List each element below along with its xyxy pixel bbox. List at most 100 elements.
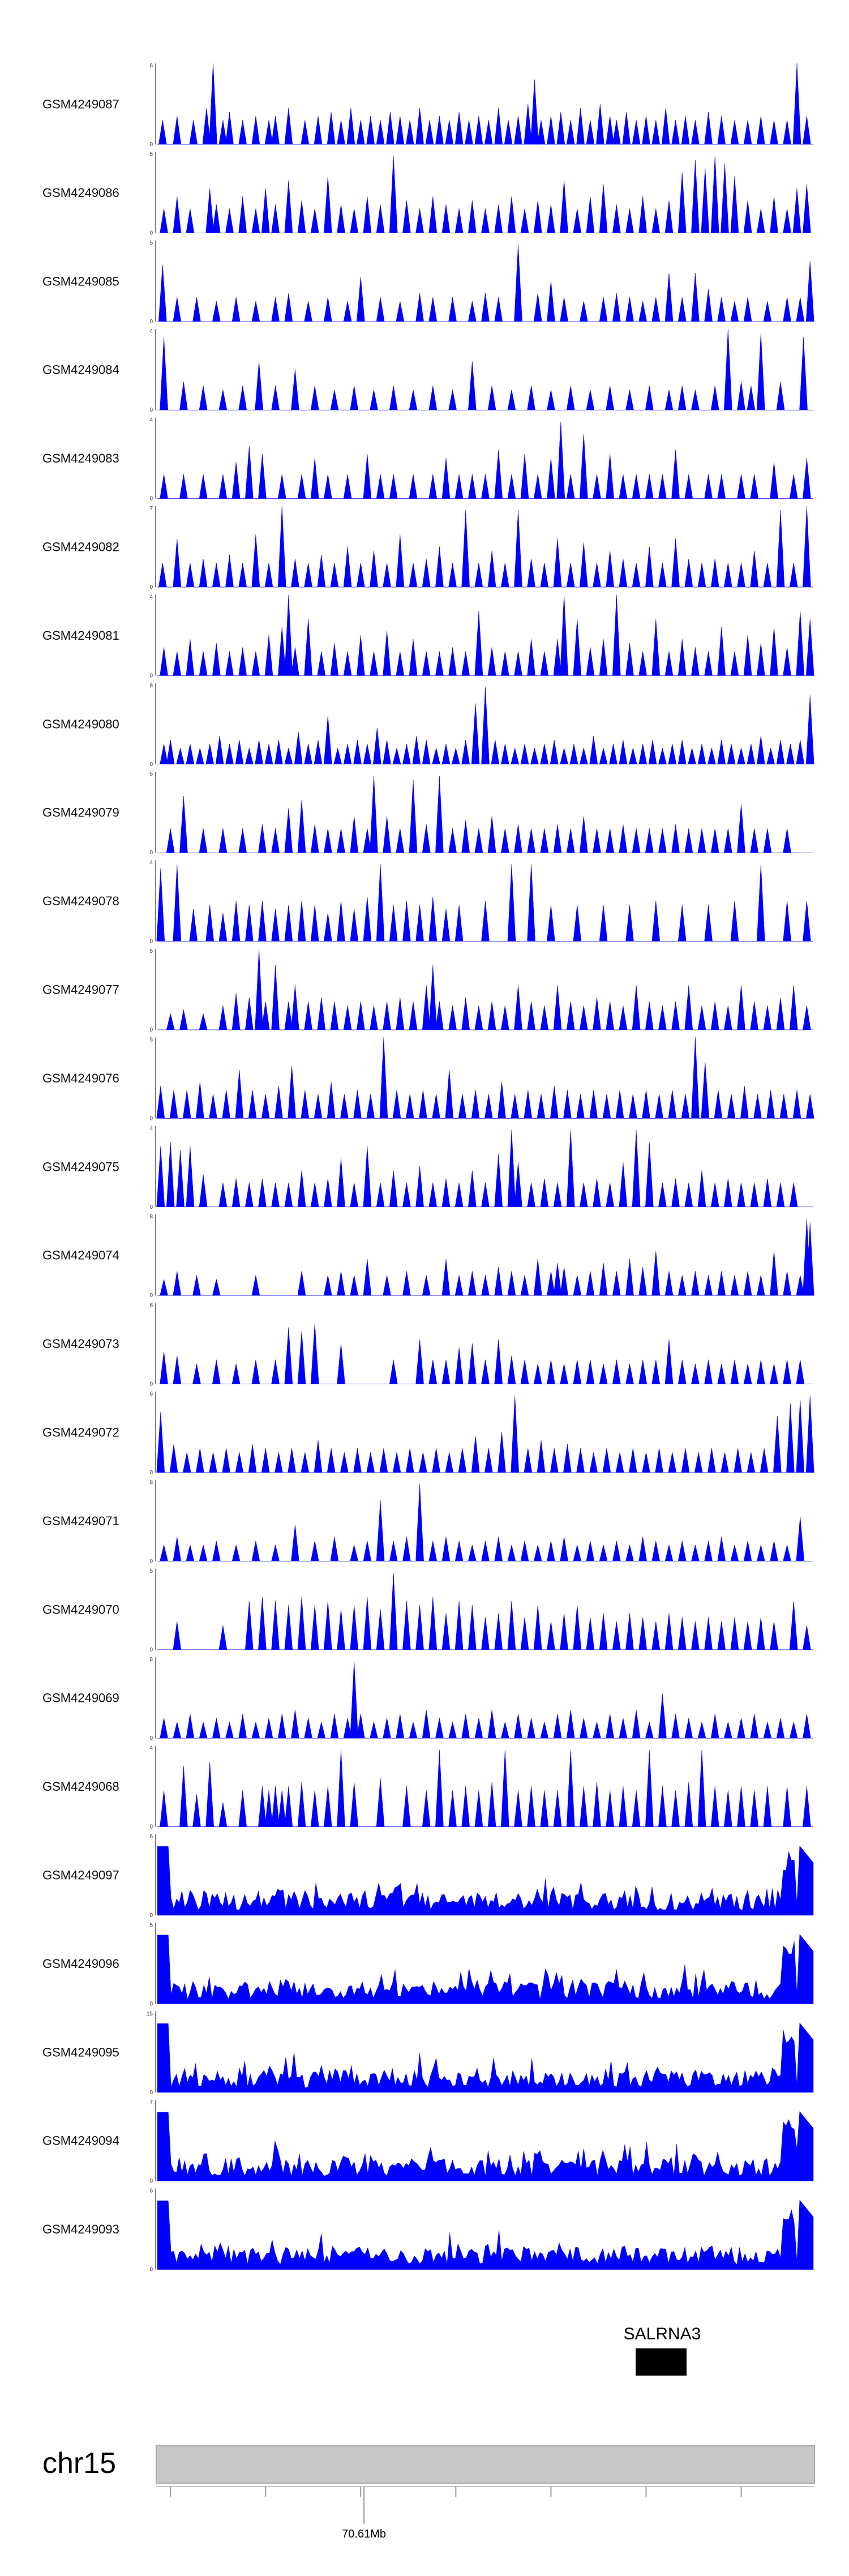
signal-GSM4249072 [156, 1396, 814, 1473]
signal-GSM4249075 [156, 1129, 813, 1208]
signal-GSM4249068 [157, 1749, 813, 1827]
y-max-label: 6 [149, 1834, 153, 1840]
y-zero-label: 0 [149, 1647, 153, 1653]
y-max-label: 7 [149, 2099, 153, 2106]
track-label-GSM4249094: GSM4249094 [42, 2134, 119, 2148]
signal-GSM4249093 [157, 2200, 814, 2270]
y-zero-label: 0 [149, 850, 153, 856]
y-zero-label: 0 [149, 1470, 153, 1476]
track-label-GSM4249085: GSM4249085 [42, 274, 119, 288]
y-zero-label: 0 [149, 1293, 153, 1299]
y-max-label: 6 [149, 63, 153, 69]
y-max-label: 15 [147, 2011, 153, 2017]
track-label-GSM4249093: GSM4249093 [42, 2222, 119, 2236]
y-zero-label: 0 [149, 1115, 153, 1122]
track-label-GSM4249068: GSM4249068 [42, 1779, 119, 1794]
y-zero-label: 0 [149, 230, 153, 236]
track-label-GSM4249077: GSM4249077 [42, 983, 119, 997]
track-label-GSM4249095: GSM4249095 [42, 2045, 119, 2059]
y-zero-label: 0 [149, 939, 153, 945]
y-zero-label: 0 [149, 1912, 153, 1919]
gene-block-salrna3 [636, 2348, 687, 2376]
signal-GSM4249085 [157, 244, 814, 322]
signal-GSM4249097 [157, 1845, 814, 1916]
y-zero-label: 0 [149, 1824, 153, 1830]
y-max-label: 8 [149, 1214, 153, 1220]
track-label-GSM4249069: GSM4249069 [42, 1691, 119, 1705]
y-zero-label: 0 [149, 2267, 153, 2273]
signal-GSM4249086 [157, 156, 813, 233]
signal-GSM4249079 [157, 776, 813, 853]
signal-GSM4249084 [157, 329, 813, 410]
y-zero-label: 0 [149, 1381, 153, 1388]
y-zero-label: 0 [149, 142, 153, 148]
y-max-label: 8 [149, 683, 153, 689]
signal-GSM4249074 [157, 1218, 814, 1296]
y-max-label: 4 [149, 860, 153, 866]
y-zero-label: 0 [149, 319, 153, 325]
y-max-label: 4 [149, 1126, 153, 1132]
y-zero-label: 0 [149, 584, 153, 590]
signal-GSM4249082 [157, 506, 813, 588]
track-label-GSM4249087: GSM4249087 [42, 97, 119, 112]
y-zero-label: 0 [149, 2001, 153, 2007]
tick-label: 70.61Mb [342, 2528, 386, 2540]
y-max-label: 5 [149, 151, 153, 157]
y-zero-label: 0 [149, 1027, 153, 1033]
track-label-GSM4249072: GSM4249072 [42, 1426, 119, 1440]
signal-GSM4249073 [157, 1323, 813, 1384]
track-label-GSM4249081: GSM4249081 [42, 628, 119, 643]
track-label-GSM4249078: GSM4249078 [42, 894, 119, 908]
y-max-label: 5 [149, 1568, 153, 1574]
y-max-label: 4 [149, 328, 153, 335]
y-zero-label: 0 [149, 2178, 153, 2184]
signal-GSM4249095 [157, 2022, 814, 2093]
signal-GSM4249080 [157, 687, 814, 765]
track-label-GSM4249076: GSM4249076 [42, 1071, 119, 1085]
signal-GSM4249094 [157, 2111, 814, 2181]
y-max-label: 5 [149, 240, 153, 246]
signal-GSM4249081 [157, 594, 814, 676]
y-max-label: 5 [149, 771, 153, 777]
track-label-GSM4249082: GSM4249082 [42, 540, 119, 554]
track-label-GSM4249071: GSM4249071 [42, 1514, 119, 1528]
y-zero-label: 0 [149, 2090, 153, 2096]
track-label-GSM4249083: GSM4249083 [42, 451, 119, 465]
signal-GSM4249083 [157, 421, 813, 499]
track-label-GSM4249084: GSM4249084 [42, 363, 119, 377]
track-label-GSM4249074: GSM4249074 [42, 1248, 119, 1263]
y-max-label: 6 [149, 2188, 153, 2194]
y-max-label: 5 [149, 1922, 153, 1928]
track-label-GSM4249096: GSM4249096 [42, 1957, 119, 1971]
signal-GSM4249070 [157, 1572, 813, 1650]
track-label-GSM4249075: GSM4249075 [42, 1159, 119, 1174]
y-max-label: 8 [149, 1657, 153, 1663]
signal-GSM4249096 [157, 1934, 814, 2004]
y-zero-label: 0 [149, 1204, 153, 1210]
y-max-label: 4 [149, 594, 153, 600]
signal-GSM4249078 [156, 864, 813, 942]
gene-label: SALRNA3 [624, 2325, 701, 2343]
y-max-label: 8 [149, 1479, 153, 1486]
track-label-GSM4249097: GSM4249097 [42, 1868, 119, 1882]
chromosome-label: chr15 [42, 2447, 116, 2480]
track-label-GSM4249086: GSM4249086 [42, 186, 119, 200]
y-max-label: 4 [149, 1745, 153, 1752]
signal-GSM4249069 [157, 1661, 813, 1739]
y-zero-label: 0 [149, 761, 153, 768]
signal-GSM4249071 [157, 1484, 813, 1561]
track-label-GSM4249073: GSM4249073 [42, 1337, 119, 1351]
y-max-label: 5 [149, 948, 153, 955]
signal-GSM4249077 [157, 948, 813, 1030]
track-label-GSM4249079: GSM4249079 [42, 806, 119, 820]
y-max-label: 6 [149, 1391, 153, 1397]
y-max-label: 6 [149, 1303, 153, 1309]
y-max-label: 4 [149, 417, 153, 423]
y-max-label: 7 [149, 506, 153, 512]
track-label-GSM4249080: GSM4249080 [42, 717, 119, 731]
y-zero-label: 0 [149, 1735, 153, 1741]
y-zero-label: 0 [149, 496, 153, 502]
y-zero-label: 0 [149, 673, 153, 679]
signal-GSM4249087 [157, 63, 813, 145]
